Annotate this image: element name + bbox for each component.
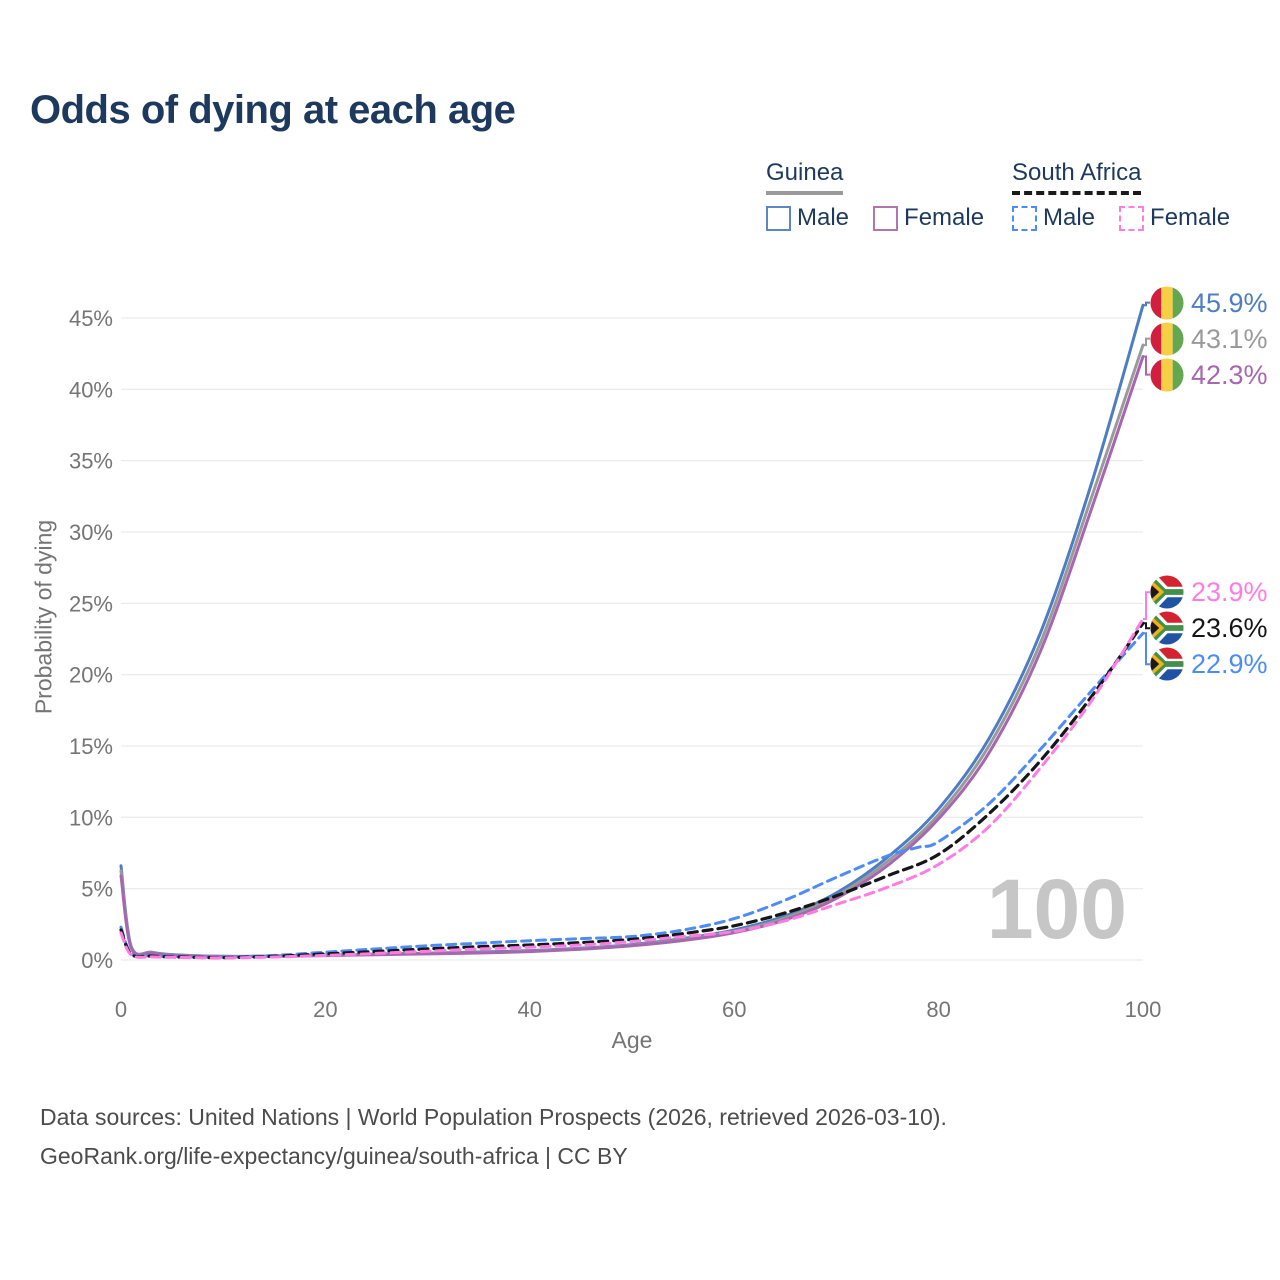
x-tick-label-40: 40 xyxy=(518,997,542,1022)
x-tick-label-20: 20 xyxy=(313,997,337,1022)
legend-swatch-guinea-female[interactable] xyxy=(873,205,899,231)
label-connector-guinea-male xyxy=(1143,301,1150,307)
y-tick-label-35: 35% xyxy=(69,449,113,474)
footer: Data sources: United Nations | World Pop… xyxy=(40,1098,947,1176)
x-tick-label-100: 100 xyxy=(1125,997,1162,1022)
legend-item-south-africa-female[interactable]: Female xyxy=(1119,204,1230,232)
legend-group-title-guinea: Guinea xyxy=(766,160,844,195)
y-tick-label-5: 5% xyxy=(81,877,113,902)
y-tick-label-25: 25% xyxy=(69,591,113,616)
y-tick-label-45: 45% xyxy=(69,306,113,331)
label-connector-guinea-total xyxy=(1143,337,1150,347)
legend-group-south-africa: South Africa Male Female xyxy=(1012,160,1230,232)
legend-item-label: Female xyxy=(1150,204,1231,231)
legend-item-south-africa-male[interactable]: Male xyxy=(1012,204,1095,232)
x-tick-label-0: 0 xyxy=(115,997,127,1022)
y-axis-title: Probability of dying xyxy=(30,519,57,715)
y-tick-label-30: 30% xyxy=(69,520,113,545)
footer-line-1: Data sources: United Nations | World Pop… xyxy=(40,1104,947,1130)
watermark-age-100: 100 xyxy=(987,862,1127,956)
legend-item-label: Female xyxy=(904,204,985,231)
x-axis-title: Age xyxy=(611,1027,653,1053)
legend-item-label: Male xyxy=(1043,204,1096,231)
y-tick-label-15: 15% xyxy=(69,734,113,759)
legend-group-title-south-africa: South Africa xyxy=(1012,160,1142,195)
page-title: Odds of dying at each age xyxy=(30,88,516,132)
y-tick-label-0: 0% xyxy=(81,948,113,973)
x-tick-label-60: 60 xyxy=(722,997,746,1022)
label-connector-guinea-female xyxy=(1143,355,1150,376)
series-line-guinea-male xyxy=(119,303,1145,958)
legend-swatch-south-africa-female[interactable] xyxy=(1119,205,1145,231)
y-tick-label-20: 20% xyxy=(69,663,113,688)
y-tick-label-10: 10% xyxy=(69,805,113,830)
legend-item-guinea-female[interactable]: Female xyxy=(873,204,984,232)
y-tick-label-40: 40% xyxy=(69,377,113,402)
series-line-sa-female xyxy=(119,617,1145,960)
legend-item-label: Male xyxy=(797,204,850,231)
legend-swatch-south-africa-male[interactable] xyxy=(1012,205,1037,231)
legend-swatch-guinea-male[interactable] xyxy=(766,205,791,231)
footer-line-2: GeoRank.org/life-expectancy/guinea/south… xyxy=(40,1143,628,1169)
legend-group-guinea: Guinea Male Female xyxy=(766,160,984,232)
label-connector-sa-female xyxy=(1143,591,1150,620)
x-tick-label-80: 80 xyxy=(926,997,950,1022)
label-connector-sa-total xyxy=(1143,622,1150,630)
legend-item-guinea-male[interactable]: Male xyxy=(766,204,849,232)
label-connector-sa-male xyxy=(1143,632,1150,666)
